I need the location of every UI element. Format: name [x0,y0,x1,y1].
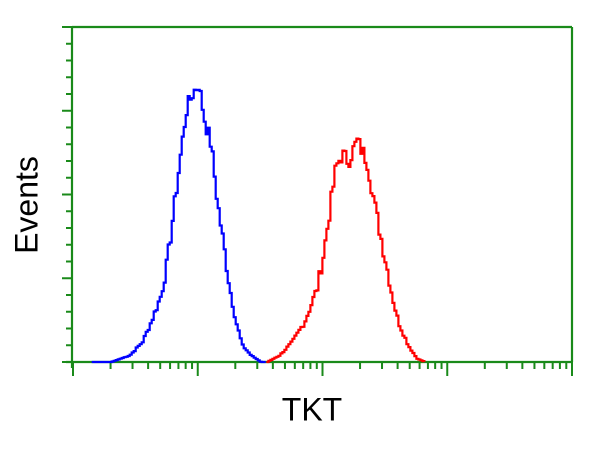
x-axis-label: TKT [281,391,343,428]
plot-frame [66,25,574,368]
tkt-histogram-curve [266,137,426,364]
control-histogram-curve [91,88,266,364]
x-axis-ticks [72,362,573,376]
y-axis-ticks [62,26,72,363]
y-axis-label: Events [8,156,45,254]
